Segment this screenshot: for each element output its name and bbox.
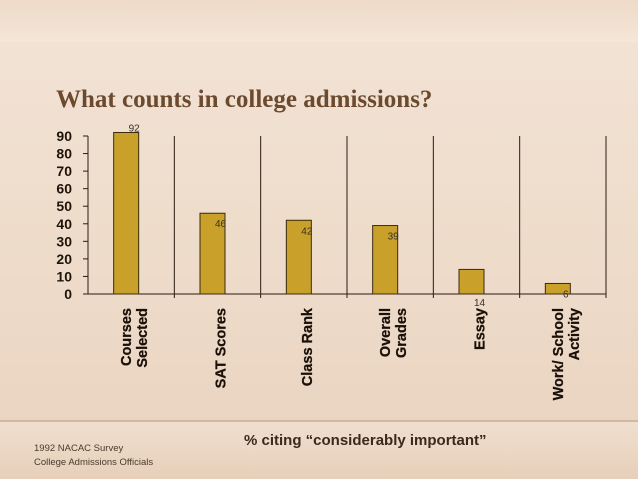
y-tick-label: 70 <box>56 163 72 179</box>
y-tick-label: 40 <box>56 216 72 232</box>
category-label-line: Grades <box>394 308 410 358</box>
data-label: 14 <box>474 298 486 309</box>
category-label: Overall Grades <box>378 308 410 358</box>
source-line-1: 1992 NACAC Survey <box>34 443 124 454</box>
bar <box>113 131 140 295</box>
category-label: Class Rank <box>300 307 316 386</box>
bar <box>199 212 226 295</box>
y-tick-label: 10 <box>56 268 72 284</box>
top-band <box>0 0 638 42</box>
bar <box>458 268 485 295</box>
category-label-line: Overall <box>378 308 394 357</box>
category-label: Essay <box>472 308 489 350</box>
y-tick-label: 0 <box>64 286 72 302</box>
y-tick-label: 90 <box>56 128 72 144</box>
category-label-line: Work/ School <box>551 308 567 400</box>
divider-line <box>0 420 638 422</box>
axis-note: % citing “considerably important” <box>244 432 487 449</box>
category-label: Work/ School Activity <box>551 308 583 401</box>
bar <box>544 282 571 295</box>
bar <box>285 219 312 295</box>
y-tick-label: 50 <box>56 198 72 214</box>
category-label-line: Class Rank <box>300 307 316 386</box>
category-label-line: Activity <box>567 308 583 360</box>
data-label: 6 <box>563 289 569 300</box>
source-note: 1992 NACAC Survey College Admissions Off… <box>34 442 153 470</box>
y-tick-label: 60 <box>56 181 72 197</box>
category-label: Courses Selected <box>119 308 151 368</box>
data-label: 92 <box>129 123 141 134</box>
category-label-line: Courses <box>119 308 135 366</box>
y-tick-label: 80 <box>56 146 72 162</box>
data-label: 46 <box>215 219 227 230</box>
category-label-line: SAT Scores <box>214 308 230 388</box>
y-tick-label: 20 <box>56 251 72 267</box>
category-label-line: Selected <box>135 308 151 368</box>
category-label: SAT Scores <box>213 308 230 389</box>
bar <box>372 225 399 295</box>
slide-title: What counts in college admissions? <box>56 86 433 113</box>
bars <box>113 131 571 295</box>
data-label: 39 <box>388 232 400 243</box>
bottom-band <box>0 422 638 479</box>
source-line-2: College Admissions Officials <box>34 457 154 468</box>
data-label: 42 <box>301 226 313 237</box>
y-tick-label: 30 <box>56 233 72 249</box>
labels: 92 Courses Selected 46 SAT Scores 42 Class Ran… <box>119 123 583 400</box>
category-label-line: Essay <box>473 308 489 350</box>
